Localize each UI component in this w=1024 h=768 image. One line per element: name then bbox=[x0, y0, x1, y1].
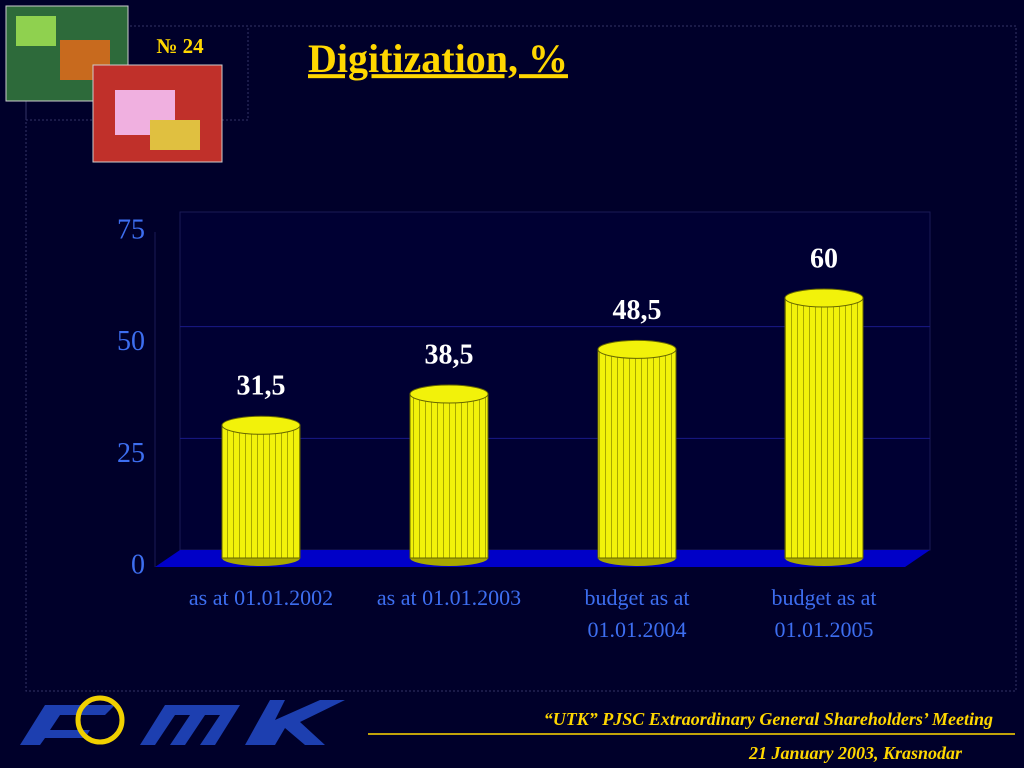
x-tick-label: budget as at 01.01.2005 bbox=[771, 585, 877, 642]
bar-body bbox=[409, 393, 489, 559]
x-tick-label: as at 01.01.2003 bbox=[376, 585, 522, 610]
footer-meeting: “UTK” PJSC Extraordinary General Shareho… bbox=[544, 709, 993, 729]
bar-body bbox=[221, 424, 301, 559]
logo bbox=[20, 695, 345, 745]
bar-top bbox=[409, 384, 489, 404]
bar-top bbox=[597, 339, 677, 359]
bar bbox=[221, 415, 301, 566]
chart-title: Digitization, % bbox=[308, 36, 568, 81]
bar bbox=[597, 339, 677, 566]
bar-body bbox=[784, 297, 864, 559]
bar-top bbox=[784, 288, 864, 308]
bar-body bbox=[597, 348, 677, 559]
frame bbox=[25, 25, 1017, 692]
value-label: 60 bbox=[810, 243, 838, 274]
bar bbox=[409, 384, 489, 566]
floor bbox=[155, 550, 930, 567]
x-tick-label: as at 01.01.2002 bbox=[188, 585, 334, 610]
value-label: 48,5 bbox=[613, 295, 662, 326]
y-tick-label: 25 bbox=[117, 438, 145, 469]
x-tick-label: budget as at 01.01.2004 bbox=[584, 585, 690, 642]
slide-number: № 24 bbox=[156, 34, 204, 58]
footer-date: 21 January 2003, Krasnodar bbox=[748, 743, 963, 763]
value-label: 31,5 bbox=[237, 371, 286, 402]
y-tick-label: 0 bbox=[131, 549, 145, 580]
bar bbox=[784, 288, 864, 566]
picture bbox=[5, 5, 223, 163]
value-label: 38,5 bbox=[425, 339, 474, 370]
bar-top bbox=[221, 415, 301, 435]
y-tick-label: 75 bbox=[117, 214, 145, 245]
y-tick-label: 50 bbox=[117, 326, 145, 357]
